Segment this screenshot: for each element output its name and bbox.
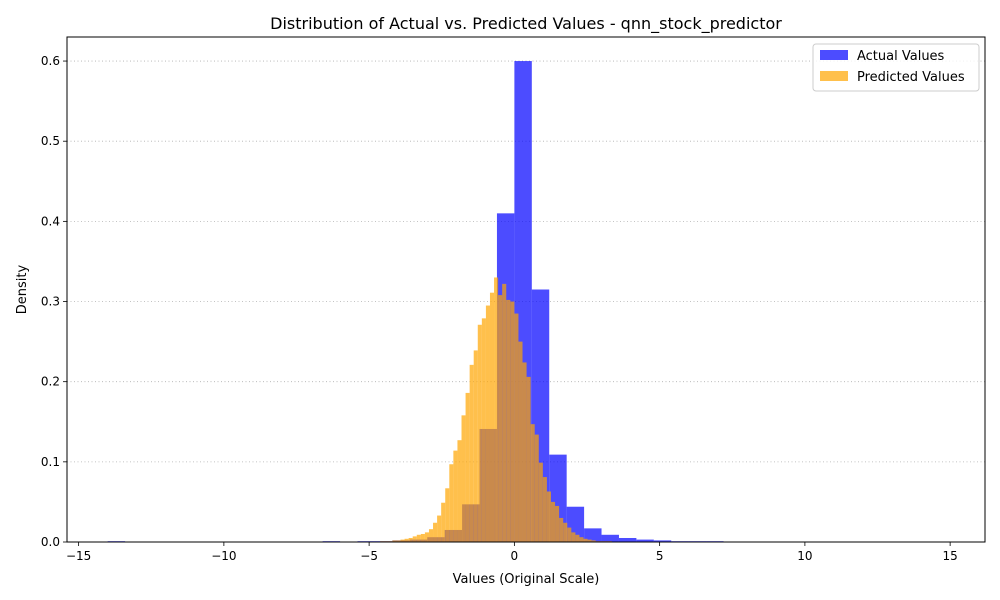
- predicted-bar: [441, 502, 446, 542]
- predicted-bar: [489, 292, 495, 542]
- actual-bar: [601, 534, 619, 542]
- predicted-bar: [510, 301, 515, 542]
- predicted-bar: [494, 277, 499, 542]
- x-tick-label: −15: [66, 549, 91, 563]
- predicted-bar: [559, 517, 564, 542]
- predicted-bar: [506, 299, 511, 542]
- y-tick-label: 0.6: [41, 54, 60, 68]
- predicted-bar: [534, 434, 539, 542]
- predicted-bar: [412, 536, 417, 542]
- predicted-bar: [424, 532, 429, 542]
- y-axis-label: Density: [15, 264, 30, 314]
- predicted-bar: [530, 424, 535, 542]
- x-tick-label: 15: [942, 549, 957, 563]
- predicted-values-bars: [380, 277, 612, 542]
- predicted-bar: [473, 350, 478, 542]
- x-tick-label: 10: [797, 549, 812, 563]
- predicted-bar: [591, 540, 596, 542]
- actual-bar: [618, 537, 637, 542]
- y-axis-ticks: 0.0 0.1 0.2 0.3 0.4 0.5 0.6: [41, 54, 67, 549]
- y-tick-label: 0.3: [41, 295, 60, 309]
- x-axis-ticks: −15 −10 −5 0 5 10 15: [66, 542, 958, 563]
- legend-label-predicted: Predicted Values: [857, 70, 965, 85]
- predicted-bar: [546, 491, 551, 542]
- legend-swatch-actual: [820, 50, 848, 60]
- predicted-bar: [518, 341, 523, 542]
- predicted-bar: [465, 392, 470, 542]
- predicted-bar: [477, 324, 482, 542]
- predicted-bar: [555, 505, 560, 542]
- y-tick-label: 0.1: [41, 455, 60, 469]
- predicted-bar: [485, 305, 490, 542]
- legend-swatch-predicted: [820, 71, 848, 81]
- predicted-bar: [514, 313, 519, 542]
- actual-bar: [636, 539, 654, 542]
- predicted-bar: [542, 477, 547, 542]
- predicted-bar: [469, 364, 474, 542]
- predicted-bar: [416, 534, 421, 542]
- predicted-bar: [575, 534, 580, 542]
- predicted-bar: [408, 537, 413, 542]
- predicted-bar: [526, 376, 531, 542]
- predicted-bar: [567, 527, 572, 542]
- predicted-bar: [445, 488, 450, 542]
- actual-bar: [584, 528, 602, 542]
- predicted-bar: [563, 522, 568, 542]
- y-tick-label: 0.2: [41, 375, 60, 389]
- x-axis-label: Values (Original Scale): [453, 572, 600, 587]
- predicted-bar: [571, 532, 576, 542]
- predicted-bar: [392, 540, 397, 542]
- predicted-bar: [579, 537, 584, 542]
- chart-title: Distribution of Actual vs. Predicted Val…: [270, 14, 782, 34]
- legend-label-actual: Actual Values: [857, 49, 945, 64]
- predicted-bar: [428, 529, 434, 542]
- predicted-bar: [522, 362, 527, 542]
- plot-frame: [66, 36, 986, 543]
- predicted-bar: [437, 515, 442, 542]
- x-tick-label: 0: [511, 549, 519, 563]
- predicted-bar: [498, 295, 503, 542]
- predicted-bar: [550, 501, 556, 542]
- predicted-bar: [587, 539, 592, 542]
- predicted-bar: [583, 538, 588, 542]
- y-tick-label: 0.4: [41, 214, 60, 228]
- predicted-bar: [404, 538, 409, 542]
- predicted-bar: [396, 540, 401, 542]
- actual-bar: [653, 540, 672, 542]
- x-tick-label: −10: [211, 549, 236, 563]
- legend: Actual Values Predicted Values: [812, 43, 980, 92]
- predicted-bar: [457, 440, 462, 542]
- predicted-bar: [538, 462, 543, 542]
- legend-box: [812, 43, 980, 92]
- predicted-bar: [420, 533, 425, 542]
- predicted-bar: [461, 415, 466, 542]
- predicted-bar: [400, 539, 405, 542]
- predicted-bar: [433, 522, 438, 542]
- x-tick-label: −5: [360, 549, 378, 563]
- y-tick-label: 0.5: [41, 134, 60, 148]
- predicted-bar: [453, 450, 458, 542]
- y-tick-label: 0.0: [41, 535, 60, 549]
- x-tick-label: 5: [656, 549, 664, 563]
- predicted-bar: [449, 464, 454, 542]
- predicted-bar: [502, 283, 507, 542]
- predicted-bar: [481, 318, 486, 542]
